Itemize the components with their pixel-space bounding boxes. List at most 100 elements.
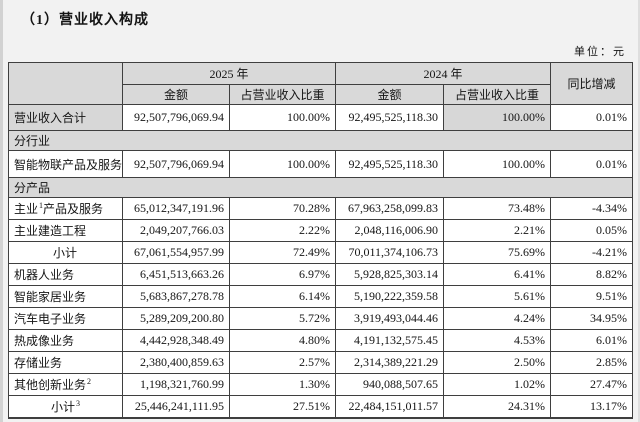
amount-2025-cell: 92,507,796,069.94 <box>122 150 230 178</box>
amount-2025-cell: 5,289,209,200.80 <box>122 307 230 330</box>
amount-2025-cell: 2,380,400,859.63 <box>122 351 230 374</box>
year-2025-header: 2025 年 <box>121 62 337 85</box>
amount-2024-cell: 3,919,493,044.46 <box>335 307 445 330</box>
share-2025-cell: 6.97% <box>228 263 337 286</box>
share-2025-cell: 4.80% <box>228 329 337 352</box>
amount-2025-cell: 25,446,241,111.95 <box>122 395 230 418</box>
share-2025-cell: 1.30% <box>228 373 337 396</box>
amount-2025-cell: 65,012,347,191.96 <box>122 197 230 220</box>
row-label: 智能家居业务 <box>8 285 123 308</box>
row-label: 小计3 <box>8 395 123 418</box>
yoy-cell: 2.85% <box>550 351 634 374</box>
share-2024-cell: 100.00% <box>443 150 552 178</box>
share-2025-cell: 70.28% <box>228 197 337 220</box>
share-2025-cell: 5.72% <box>228 307 337 330</box>
row-by-product: 分产品 <box>7 177 634 198</box>
amount-2024-cell: 92,495,525,118.30 <box>335 150 445 178</box>
row-smart-home: 智能家居业务 5,683,867,278.78 6.14% 5,190,222,… <box>8 285 634 308</box>
share-2024-cell: 1.02% <box>443 373 552 396</box>
share-2024-cell: 75.69% <box>443 241 552 264</box>
share-2024-cell: 24.31% <box>443 395 552 418</box>
amount-2024-cell: 22,484,151,011.57 <box>335 395 445 418</box>
amount-2025-cell: 92,507,796,069.94 <box>122 104 230 131</box>
row-label: 汽车电子业务 <box>8 307 123 330</box>
share-2024-cell: 4.53% <box>443 329 552 352</box>
row-smart-iot: 智能物联产品及服务 92,507,796,069.94 100.00% 92,4… <box>8 150 634 178</box>
row-label: 小计 <box>8 241 123 264</box>
yoy-cell: 13.17% <box>550 395 634 418</box>
share-2024-cell: 6.41% <box>443 263 552 286</box>
row-other-innovation: 其他创新业务2 1,198,321,760.99 1.30% 940,088,5… <box>8 373 634 396</box>
share-2025-cell: 2.57% <box>228 351 337 374</box>
revenue-composition-table: 2025 年 2024 年 同比增减 金额 占营业收入比重 金额 占营业收入比重… <box>7 62 634 419</box>
row-label: 主业1产品及服务 <box>8 197 123 220</box>
share-2025-cell: 72.49% <box>228 241 337 264</box>
amount-2024-cell: 92,495,525,118.30 <box>335 104 445 131</box>
row-robotics: 机器人业务 6,451,513,663.26 6.97% 5,928,825,3… <box>8 263 634 286</box>
amount-2025-cell: 1,198,321,760.99 <box>122 373 230 396</box>
amount-2024-cell: 5,928,825,303.14 <box>335 263 445 286</box>
share-2025-cell: 27.51% <box>228 395 337 418</box>
section-title: （1）营业收入构成 <box>21 13 149 28</box>
year-2024-header: 2024 年 <box>335 62 552 85</box>
row-subtotal-innovation: 小计3 25,446,241,111.95 27.51% 22,484,151,… <box>8 395 634 418</box>
share-2025-cell: 100.00% <box>228 104 337 131</box>
row-thermal-imaging: 热成像业务 4,442,928,348.49 4.80% 4,191,132,5… <box>8 329 634 352</box>
page-left-edge <box>0 0 3 422</box>
amount-2025-cell: 5,683,867,278.78 <box>122 285 230 308</box>
header-row-metrics: 金额 占营业收入比重 金额 占营业收入比重 <box>9 84 633 105</box>
amount-2025-cell: 6,451,513,663.26 <box>122 263 230 286</box>
share-2024-cell: 2.21% <box>443 219 552 242</box>
amount-2024-cell: 67,963,258,099.83 <box>335 197 445 220</box>
row-by-industry: 分行业 <box>7 130 634 151</box>
amount-2024-cell: 70,011,374,106.73 <box>335 241 445 264</box>
section-label: 分产品 <box>7 177 634 198</box>
share-2024-cell: 2.50% <box>443 351 552 374</box>
yoy-cell: 0.01% <box>550 150 634 178</box>
yoy-cell: 34.95% <box>550 307 634 330</box>
row-total-revenue: 营业收入合计 92,507,796,069.94 100.00% 92,495,… <box>8 104 634 131</box>
amount-2024-cell: 2,314,389,221.29 <box>335 351 445 374</box>
row-main-products: 主业1产品及服务 65,012,347,191.96 70.28% 67,963… <box>8 197 634 220</box>
yoy-cell: 9.51% <box>550 285 634 308</box>
yoy-cell: 6.01% <box>550 329 634 352</box>
unit-label: 单位：元 <box>574 46 626 58</box>
yoy-cell: 8.82% <box>550 263 634 286</box>
row-main-construction: 主业建造工程 2,049,207,766.03 2.22% 2,048,116,… <box>8 219 634 242</box>
section-label: 分行业 <box>7 130 634 151</box>
row-label: 存储业务 <box>8 351 123 374</box>
share-2025-cell: 2.22% <box>228 219 337 242</box>
corner-cell <box>8 62 123 105</box>
amount-2024-cell: 940,088,507.65 <box>335 373 445 396</box>
row-storage: 存储业务 2,380,400,859.63 2.57% 2,314,389,22… <box>8 351 634 374</box>
amount-2024-cell: 5,190,222,359.58 <box>335 285 445 308</box>
yoy-cell: 27.47% <box>550 373 634 396</box>
amount-2025-cell: 67,061,554,957.99 <box>122 241 230 264</box>
row-subtotal-main: 小计 67,061,554,957.99 72.49% 70,011,374,1… <box>8 241 634 264</box>
amount-2025-cell: 4,442,928,348.49 <box>122 329 230 352</box>
page-right-edge <box>638 0 640 422</box>
yoy-cell: -4.21% <box>550 241 634 264</box>
row-label: 营业收入合计 <box>8 104 123 131</box>
row-label: 机器人业务 <box>8 263 123 286</box>
share-2024-cell: 73.48% <box>443 197 552 220</box>
share-2025-cell: 6.14% <box>228 285 337 308</box>
share-2025-cell: 100.00% <box>228 150 337 178</box>
yoy-cell: 0.01% <box>550 104 634 131</box>
share-2024-header: 占营业收入比重 <box>443 84 552 105</box>
amount-2024-cell: 2,048,116,006.90 <box>335 219 445 242</box>
amount-2024-cell: 4,191,132,575.45 <box>335 329 445 352</box>
yoy-header: 同比增减 <box>550 62 634 105</box>
amount-2024-header: 金额 <box>335 84 445 105</box>
header-row-years: 2025 年 2024 年 同比增减 <box>8 62 634 105</box>
share-2024-cell: 5.61% <box>443 285 552 308</box>
row-label: 智能物联产品及服务 <box>8 150 123 178</box>
share-2024-cell: 100.00% <box>443 104 552 131</box>
row-automotive-electronics: 汽车电子业务 5,289,209,200.80 5.72% 3,919,493,… <box>8 307 634 330</box>
row-label: 热成像业务 <box>8 329 123 352</box>
row-label: 其他创新业务2 <box>8 373 123 396</box>
share-2024-cell: 4.24% <box>443 307 552 330</box>
yoy-cell: -4.34% <box>550 197 634 220</box>
yoy-cell: 0.05% <box>550 219 634 242</box>
